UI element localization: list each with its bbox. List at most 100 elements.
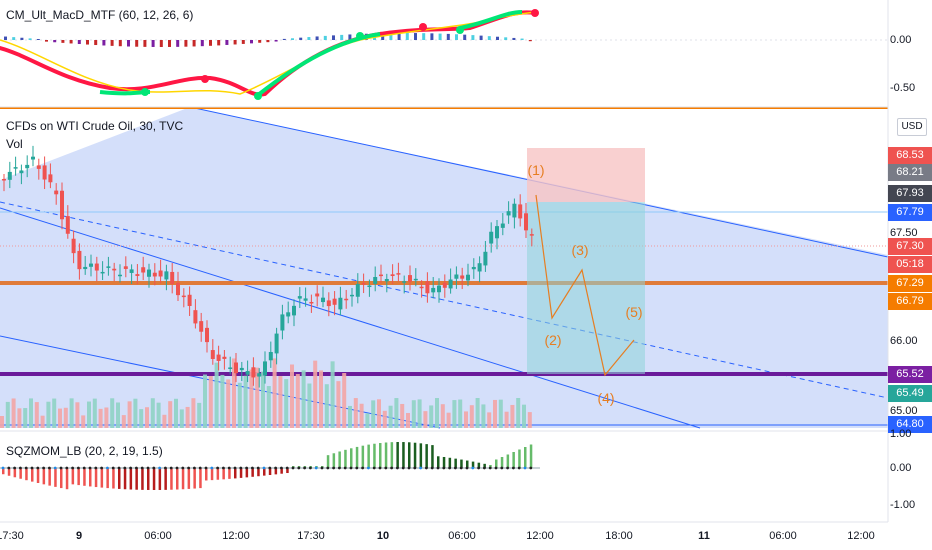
momentum-bar	[251, 468, 254, 477]
volume-bar	[290, 364, 294, 428]
candle-body	[524, 213, 528, 231]
candle-body	[135, 274, 140, 276]
price-tag-support: 67.29	[888, 275, 932, 292]
price-pane: (1) (2) (3) (4) (5)	[0, 106, 889, 429]
volume-bar	[284, 379, 289, 428]
macd-histogram-bar	[487, 36, 491, 40]
macd-histogram-bar	[159, 40, 163, 47]
bar-countdown: 05:18	[888, 256, 932, 273]
volume-bar	[63, 407, 68, 428]
macd-histogram-bar	[430, 33, 434, 40]
candle-body	[477, 263, 482, 272]
macd-histogram-bar	[348, 34, 352, 40]
volume-bar	[98, 408, 103, 428]
volume-bar	[208, 376, 213, 428]
squeeze-dot	[1, 466, 5, 470]
volume-bar	[162, 414, 167, 428]
macd-histogram-bar	[209, 40, 212, 46]
currency-button[interactable]: USD	[897, 118, 927, 136]
volume-bar	[220, 374, 225, 428]
macd-histogram-bar	[323, 35, 327, 40]
price-tag-support: 65.52	[888, 366, 932, 383]
momentum-bar	[170, 468, 173, 490]
candle-body	[437, 285, 441, 293]
momentum-bar	[123, 468, 127, 490]
candle-body	[361, 283, 366, 285]
candle-body	[373, 276, 378, 284]
squeeze-dot	[158, 466, 162, 470]
squeeze-dot	[512, 466, 515, 470]
volume-bar	[353, 398, 358, 428]
time-axis-label: 06:00	[769, 530, 797, 542]
macd-histogram-bar	[389, 33, 393, 40]
macd-pane	[0, 9, 888, 100]
candle-body	[413, 278, 418, 281]
momentum-bar	[379, 443, 382, 468]
candle-body	[344, 298, 349, 301]
wave-label: (5)	[625, 304, 642, 320]
momentum-bar	[454, 458, 457, 468]
squeeze-indicator-title[interactable]: SQZMOM_LB (20, 2, 19, 1.5)	[6, 444, 163, 458]
squeeze-dot	[384, 466, 388, 470]
squeeze-dot	[297, 466, 301, 470]
macd-cross-dot	[419, 23, 427, 31]
volume-bar	[156, 402, 161, 428]
candle-body	[292, 305, 296, 316]
squeeze-dot	[36, 466, 40, 470]
squeeze-dot	[100, 466, 103, 470]
volume-bar	[400, 403, 405, 428]
momentum-bar	[257, 468, 260, 477]
candle-body	[193, 310, 198, 324]
macd-histogram-bar	[463, 34, 467, 40]
volume-bar	[11, 398, 16, 428]
channel-mid-line	[0, 201, 889, 399]
volume-bar	[29, 398, 33, 428]
volume-bar	[5, 401, 10, 428]
elliott-wave-path	[535, 194, 635, 377]
volume-bar	[348, 405, 352, 428]
momentum-bar	[483, 463, 486, 468]
macd-histogram-bar	[127, 40, 130, 47]
squeeze-dot	[48, 466, 51, 470]
squeeze-dot	[117, 466, 121, 470]
squeeze-dot	[88, 466, 92, 470]
time-axis-label: 11	[698, 530, 710, 542]
macd-histogram-bar	[151, 40, 155, 47]
momentum-bar	[118, 468, 121, 489]
price-axis-label: 67.50	[890, 227, 918, 239]
macd-histogram-bar	[340, 34, 344, 40]
momentum-bar	[495, 459, 498, 468]
squeeze-dot	[448, 466, 451, 470]
macd-histogram-bar	[12, 37, 16, 40]
squeeze-dot	[111, 466, 115, 470]
macd-indicator-title[interactable]: CM_Ult_MacD_MTF (60, 12, 26, 6)	[6, 8, 194, 22]
squeeze-dot	[169, 466, 173, 470]
squeeze-dot	[239, 466, 243, 470]
volume-bar	[121, 415, 126, 428]
stop-loss-zone	[527, 148, 645, 202]
momentum-bar	[65, 468, 69, 490]
momentum-bar	[338, 451, 341, 468]
macd-histogram-bar	[184, 40, 188, 47]
squeeze-dot	[454, 466, 457, 470]
volume-bar	[145, 407, 149, 428]
price-axis-label: 65.00	[890, 405, 918, 417]
volume-bar	[226, 379, 231, 428]
macd-histogram-bar	[94, 40, 98, 46]
candle-body	[402, 281, 407, 283]
squeeze-dot	[42, 466, 45, 470]
volume-bar	[458, 399, 463, 428]
momentum-bar	[390, 442, 394, 468]
momentum-bar	[187, 468, 191, 489]
candle-body	[71, 238, 76, 254]
symbol-title[interactable]: CFDs on WTI Crude Oil, 30, TVC	[6, 119, 184, 133]
candle-body	[431, 287, 436, 293]
momentum-bar	[413, 442, 417, 468]
volume-bar	[522, 404, 526, 428]
volume-indicator-title[interactable]: Vol	[6, 137, 23, 151]
squeeze-dot	[477, 466, 480, 470]
squeeze-dot	[59, 466, 63, 470]
momentum-bar	[460, 459, 463, 468]
